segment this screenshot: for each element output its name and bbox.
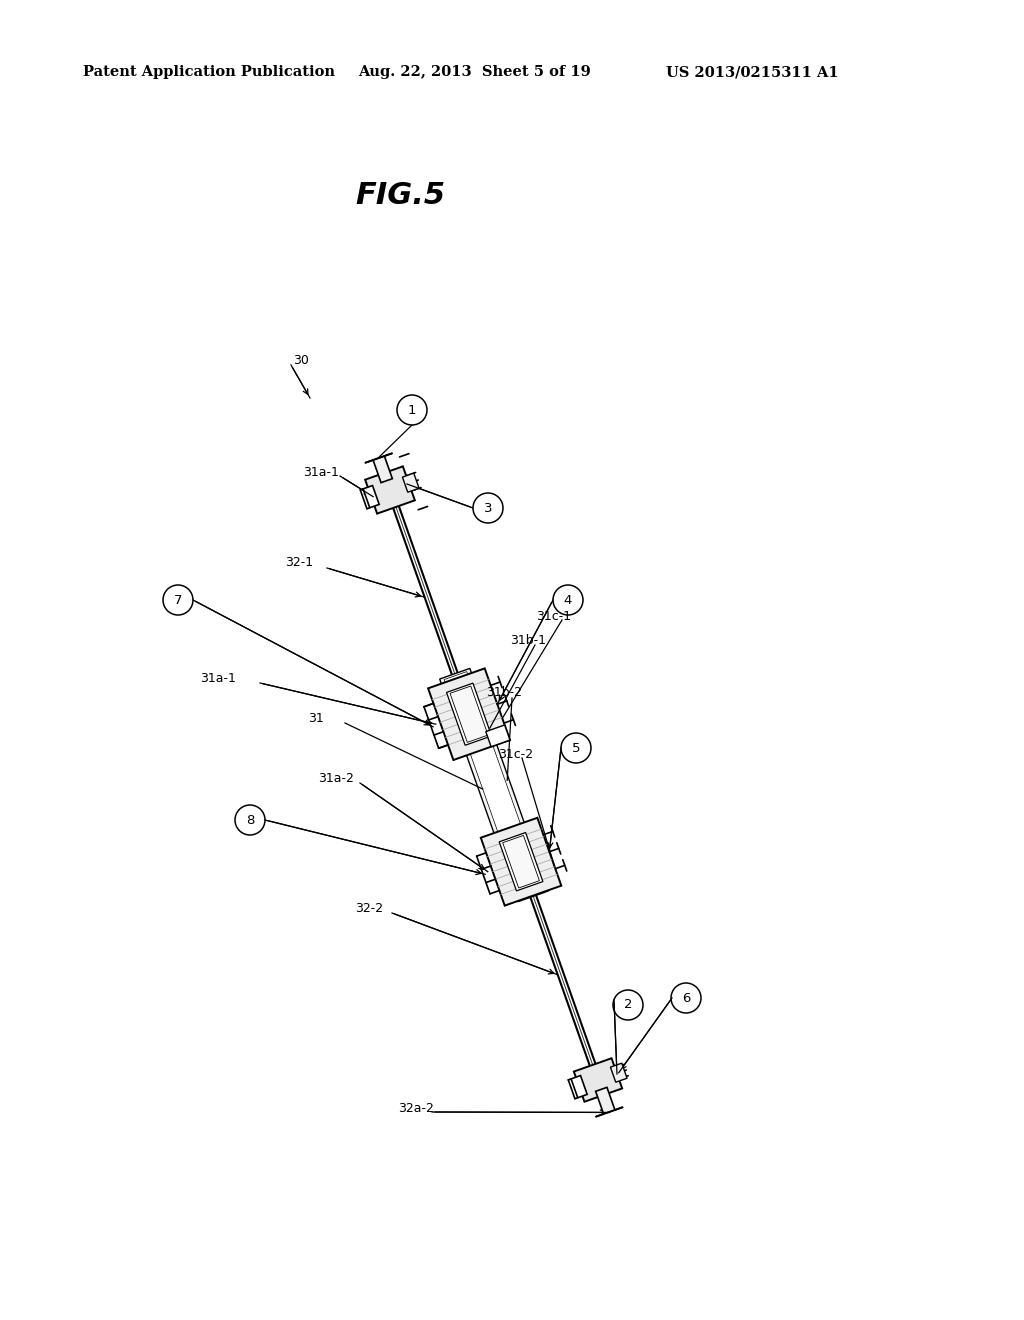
Polygon shape (428, 668, 510, 760)
Text: 3: 3 (483, 502, 493, 515)
Polygon shape (439, 668, 548, 902)
Polygon shape (364, 486, 379, 508)
Polygon shape (402, 473, 419, 492)
Text: US 2013/0215311 A1: US 2013/0215311 A1 (666, 65, 839, 79)
Text: Patent Application Publication: Patent Application Publication (83, 65, 335, 79)
Polygon shape (444, 672, 544, 899)
Text: 32-1: 32-1 (285, 557, 313, 569)
Text: 8: 8 (246, 813, 254, 826)
Polygon shape (596, 1088, 615, 1114)
Text: FIG.5: FIG.5 (355, 181, 445, 210)
Text: 31: 31 (308, 711, 324, 725)
Text: 1: 1 (408, 404, 416, 417)
Polygon shape (503, 836, 540, 888)
Text: 31c-1: 31c-1 (536, 610, 571, 623)
Polygon shape (446, 684, 492, 746)
Text: 32-2: 32-2 (355, 902, 383, 915)
Polygon shape (481, 818, 561, 906)
Text: 6: 6 (682, 991, 690, 1005)
Polygon shape (373, 455, 392, 483)
Text: 31c-2: 31c-2 (498, 747, 534, 760)
Text: 31b-1: 31b-1 (510, 634, 546, 647)
Text: 32a-2: 32a-2 (398, 1101, 434, 1114)
Polygon shape (499, 833, 543, 891)
Polygon shape (571, 1076, 587, 1098)
Text: 2: 2 (624, 998, 632, 1011)
Text: 7: 7 (174, 594, 182, 606)
Text: 31b-2: 31b-2 (486, 686, 522, 700)
Text: 31a-1: 31a-1 (200, 672, 236, 685)
Text: 30: 30 (293, 354, 309, 367)
Polygon shape (366, 466, 415, 513)
Text: 4: 4 (564, 594, 572, 606)
Polygon shape (610, 1063, 627, 1082)
Text: 31a-1: 31a-1 (303, 466, 339, 479)
Text: 5: 5 (571, 742, 581, 755)
Polygon shape (485, 725, 510, 747)
Text: Aug. 22, 2013  Sheet 5 of 19: Aug. 22, 2013 Sheet 5 of 19 (358, 65, 591, 79)
Polygon shape (573, 1059, 623, 1102)
Text: 31a-2: 31a-2 (318, 771, 354, 784)
Polygon shape (450, 686, 488, 742)
